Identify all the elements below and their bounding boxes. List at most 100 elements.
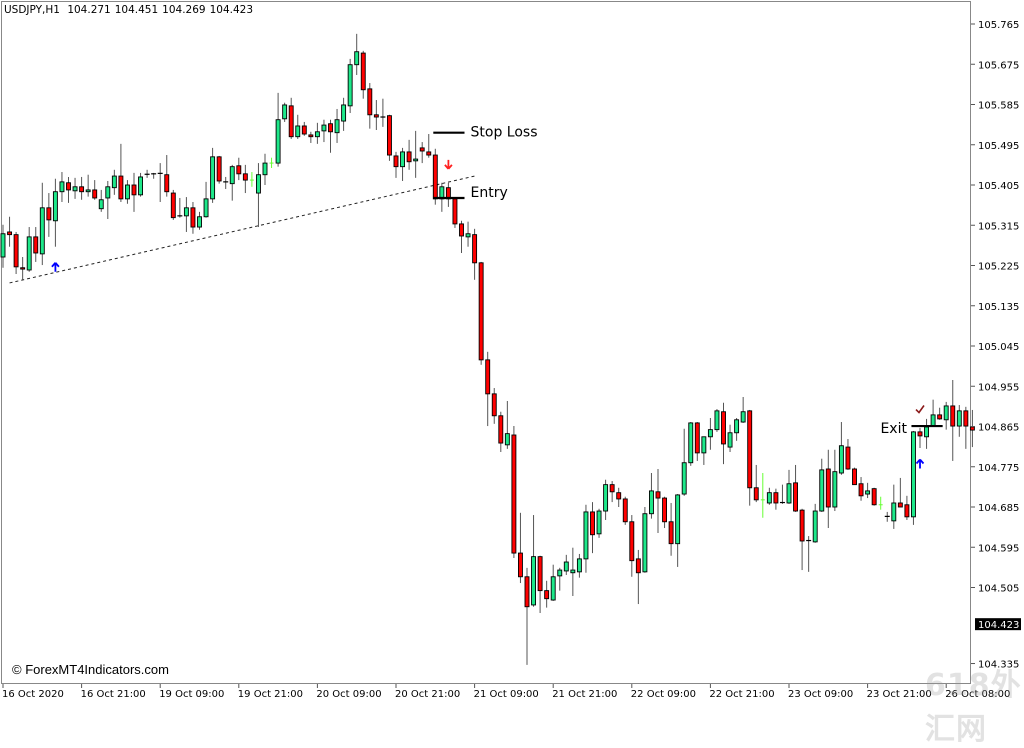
candle-body xyxy=(518,552,523,578)
candle xyxy=(799,508,805,571)
candle xyxy=(812,503,818,543)
signal-down-arrow-icon xyxy=(444,159,453,170)
ohlc-close: 104.423 xyxy=(209,4,253,16)
candle xyxy=(878,496,883,510)
candle xyxy=(92,180,98,200)
candle xyxy=(779,484,785,504)
candle xyxy=(393,151,399,178)
candle xyxy=(773,488,779,510)
candle-body xyxy=(301,125,307,135)
x-tick-label: 19 Oct 21:00 xyxy=(238,689,303,700)
candle xyxy=(734,418,740,441)
candle-body xyxy=(865,490,871,495)
candle-body xyxy=(478,262,484,361)
candle-body xyxy=(406,151,412,163)
candle xyxy=(550,564,556,601)
candle xyxy=(210,147,216,203)
candle xyxy=(963,406,969,449)
candle xyxy=(105,180,111,219)
candle xyxy=(688,422,694,466)
candle xyxy=(334,108,340,143)
y-tick-label: 105.765 xyxy=(978,20,1019,31)
candle xyxy=(472,228,478,280)
check-icon xyxy=(915,405,925,414)
candle-body xyxy=(164,174,170,193)
candle xyxy=(537,555,543,613)
candle-body xyxy=(256,174,261,194)
candle-body xyxy=(459,223,464,237)
candle-body xyxy=(531,556,536,606)
candle-body xyxy=(747,410,753,489)
candle-body xyxy=(524,576,530,608)
candle xyxy=(943,401,949,430)
candle xyxy=(262,153,268,185)
candle-body xyxy=(7,231,13,236)
chart-frame xyxy=(1,1,971,684)
candle xyxy=(98,189,104,212)
candle xyxy=(66,176,71,203)
candle xyxy=(321,119,327,143)
candle-body xyxy=(832,471,838,508)
y-tick-label: 104.595 xyxy=(978,543,1019,554)
candle xyxy=(635,549,641,605)
candle xyxy=(288,97,294,139)
candle xyxy=(46,193,52,237)
candle-body xyxy=(917,431,923,437)
candle-body xyxy=(46,207,52,221)
candle xyxy=(557,567,563,591)
candle-body xyxy=(642,513,648,573)
candle-body xyxy=(694,422,700,454)
candle-body xyxy=(170,192,176,219)
candle xyxy=(419,142,425,164)
candle xyxy=(852,467,857,486)
candle xyxy=(79,176,85,200)
candle xyxy=(727,424,733,452)
candle-body xyxy=(334,119,340,134)
candle xyxy=(583,504,589,573)
candle-body xyxy=(288,105,294,138)
candle xyxy=(269,157,274,169)
y-tick-label: 105.495 xyxy=(978,141,1019,152)
candle-body xyxy=(550,576,556,601)
candle-body xyxy=(393,155,399,168)
watermark-logo: 618外汇网 xyxy=(925,668,1022,747)
candle xyxy=(576,553,582,578)
candle-body xyxy=(33,236,39,254)
candle xyxy=(183,197,189,232)
candle xyxy=(714,409,720,432)
candle xyxy=(766,487,772,505)
candle-body xyxy=(92,189,98,199)
x-tick-label: 22 Oct 21:00 xyxy=(709,689,774,700)
candle-body xyxy=(465,233,471,238)
x-tick-label: 16 Oct 2020 xyxy=(2,689,64,700)
candle xyxy=(662,496,667,529)
signal-up-arrow-icon xyxy=(915,458,925,469)
candle xyxy=(118,143,124,202)
candle-body xyxy=(590,511,595,536)
candle xyxy=(387,114,392,161)
candle xyxy=(151,172,157,179)
candle xyxy=(950,379,956,461)
candle xyxy=(39,182,45,266)
candle xyxy=(380,98,386,127)
candle xyxy=(504,401,510,449)
candle-body xyxy=(721,411,726,445)
candle xyxy=(760,473,765,518)
candle xyxy=(838,422,844,475)
candle-body xyxy=(354,51,360,66)
candlestick-chart[interactable]: Stop Loss Entry Exit 105.765 105.675 105.585… xyxy=(0,0,1024,704)
candle xyxy=(793,464,798,512)
current-price-marker xyxy=(975,618,1021,631)
candle xyxy=(111,169,117,195)
candle xyxy=(603,479,609,520)
candle-body xyxy=(72,186,78,192)
candle xyxy=(432,148,438,205)
candle-body xyxy=(328,123,333,133)
candle-body xyxy=(138,176,144,196)
x-tick-label: 16 Oct 21:00 xyxy=(81,689,146,700)
candle-body xyxy=(727,432,733,448)
ohlc-high: 104.451 xyxy=(114,4,159,16)
candle-body xyxy=(360,52,366,91)
candle-body xyxy=(701,436,707,454)
candle-body xyxy=(930,414,936,427)
